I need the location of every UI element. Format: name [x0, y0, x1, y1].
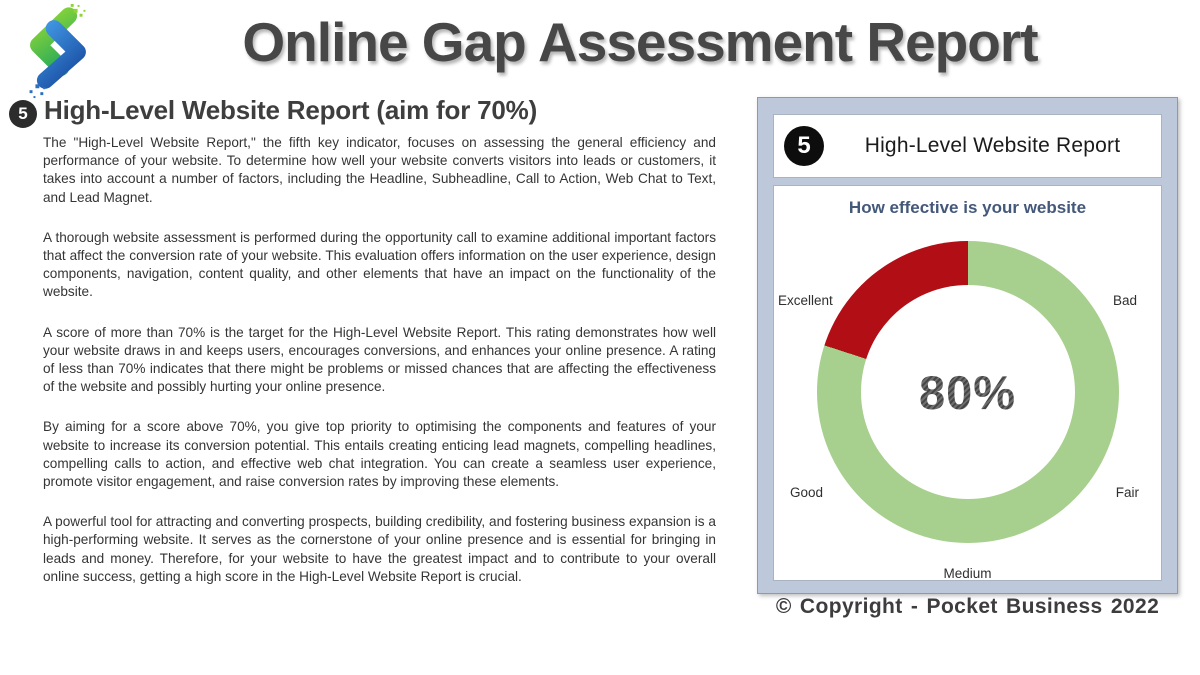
- paragraph-4: By aiming for a score above 70%, you giv…: [43, 419, 716, 490]
- scorecard-header: 5 High-Level Website Report: [773, 114, 1162, 178]
- page-title: Online Gap Assessment Report: [242, 11, 1038, 73]
- donut-hole: 80%: [860, 285, 1075, 499]
- article-body: The "High-Level Website Report," the fif…: [43, 134, 716, 608]
- ring-label-good: Good: [790, 485, 824, 500]
- section-number-badge: 5: [9, 100, 37, 128]
- score-value: 80%: [918, 365, 1017, 419]
- paragraph-5: A powerful tool for attracting and conve…: [43, 514, 716, 584]
- ring-label-bad: Bad: [1112, 293, 1137, 308]
- scorecard-number-badge: 5: [784, 126, 824, 166]
- ring-label-medium: Medium: [943, 566, 992, 581]
- donut-chart: 80%: [816, 241, 1119, 543]
- paragraph-2: A thorough website assessment is perform…: [43, 229, 716, 300]
- pocket-business-logo: [8, 2, 106, 100]
- ring-label-fair: Fair: [1115, 485, 1139, 500]
- section-heading: High-Level Website Report (aim for 70%): [44, 95, 538, 125]
- paragraph-1: The "High-Level Website Report," the fif…: [43, 135, 716, 205]
- scorecard-title: High-Level Website Report: [864, 134, 1121, 157]
- ring-label-excellent: Excellent: [778, 293, 833, 308]
- chart-title: How effective is your website: [848, 198, 1087, 217]
- paragraph-3: A score of more than 70% is the target f…: [43, 324, 716, 395]
- copyright-line: © Copyright - Pocket Business 2022: [775, 595, 1160, 618]
- scorecard-chart-panel: How effective is your website 80% Excell…: [773, 185, 1162, 581]
- website-scorecard: 5 High-Level Website Report How effectiv…: [757, 97, 1178, 594]
